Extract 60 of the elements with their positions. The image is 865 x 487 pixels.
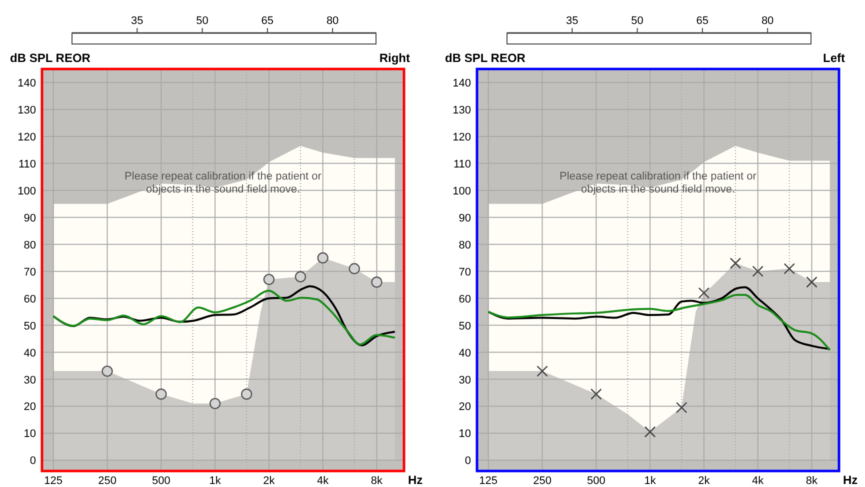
chart-title: Right [379, 51, 410, 65]
x-tick-label: 8k [806, 475, 818, 487]
x2-tick-label: 50 [631, 15, 644, 27]
x-tick-label: 500 [586, 475, 606, 487]
y-tick-label: 130 [18, 104, 36, 116]
y-tick-label: 140 [452, 77, 471, 90]
y-tick-label: 120 [18, 131, 36, 144]
x-tick-label: 250 [533, 475, 552, 487]
y-tick-label: 50 [458, 320, 471, 332]
y-tick-label: 0 [30, 455, 36, 468]
y-tick-label: 60 [24, 293, 36, 306]
y-tick-label: 110 [18, 158, 36, 170]
y-tick-label: 90 [458, 212, 471, 224]
y-tick-label: 30 [458, 374, 471, 386]
x2-tick-label: 35 [566, 15, 578, 27]
y-tick-label: 70 [24, 266, 36, 278]
x-tick-label: 2k [263, 475, 276, 487]
y-tick-label: 70 [458, 266, 471, 278]
y-tick-label: 130 [452, 104, 471, 116]
y-tick-label: 80 [458, 239, 471, 252]
y-tick-label: 20 [458, 401, 471, 414]
y-tick-label: 10 [24, 428, 36, 440]
annotation: Please repeat calibration if the patient or objects in the sound field move. [560, 170, 757, 196]
x-tick-label: 4k [752, 475, 764, 487]
x-tick-label: 125 [479, 475, 498, 487]
y-tick-label: 100 [18, 185, 36, 198]
x-tick-label: 1k [209, 475, 222, 487]
y-tick-label: 90 [24, 212, 36, 224]
chart-title: Left [823, 51, 845, 65]
x-tick-label: 1k [644, 475, 656, 487]
y-tick-label: 60 [458, 293, 471, 306]
y-axis-title: dB SPL REOR [445, 51, 526, 65]
x2-tick-label: 80 [761, 15, 774, 27]
y-tick-label: 0 [464, 455, 471, 468]
x-tick-label: 8k [370, 475, 384, 487]
x-tick-label: 250 [98, 475, 116, 487]
x2-tick-label: 50 [196, 15, 208, 27]
y-tick-label: 30 [24, 374, 36, 386]
y-tick-label: 40 [24, 347, 36, 360]
y-tick-label: 140 [18, 77, 36, 90]
y-tick-label: 80 [24, 239, 36, 252]
y-tick-label: 40 [458, 347, 471, 360]
x-axis-title: Hz [408, 473, 423, 487]
x2-tick-label: 65 [261, 15, 274, 27]
y-tick-label: 10 [458, 428, 471, 440]
x-axis-title: Hz [843, 473, 858, 487]
x2-tick-label: 80 [326, 15, 339, 27]
y-tick-label: 50 [24, 320, 36, 332]
x-tick-label: 125 [44, 475, 63, 487]
y-tick-label: 20 [24, 401, 36, 414]
x-tick-label: 500 [152, 475, 170, 487]
y-tick-label: 100 [452, 185, 471, 198]
y-axis-title: dB SPL REOR [10, 51, 91, 65]
y-tick-label: 110 [453, 158, 471, 170]
x2-tick-label: 65 [696, 15, 709, 27]
annotation: Please repeat calibration if the patient or objects in the sound field move. [124, 170, 322, 196]
y-tick-label: 120 [452, 131, 471, 144]
x-tick-label: 4k [317, 475, 330, 487]
x-tick-label: 2k [698, 475, 710, 487]
x2-tick-label: 35 [131, 15, 144, 27]
